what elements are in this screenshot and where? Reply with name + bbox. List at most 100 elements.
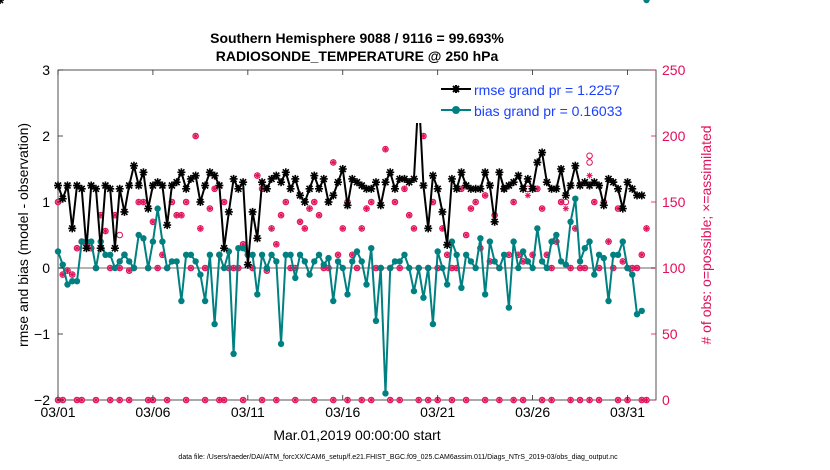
bias-point <box>268 251 275 258</box>
bias-point <box>557 258 565 265</box>
obs-assimilated-stroke <box>444 252 450 258</box>
rmse-point-stroke <box>495 168 503 176</box>
bias-point <box>472 264 479 272</box>
rmse-point-stroke <box>315 185 323 193</box>
rmse-point <box>91 184 100 193</box>
rmse-point-stroke <box>377 201 385 209</box>
rmse-point-stroke <box>244 261 252 269</box>
obs-assimilated-marker <box>415 397 422 403</box>
legend-box <box>410 77 655 123</box>
rmse-point-stroke <box>438 208 446 216</box>
obs-assimilated-marker <box>615 205 622 212</box>
obs-assimilated-marker <box>510 397 517 403</box>
bias-point <box>144 264 152 272</box>
obs-assimilated-stroke <box>482 397 488 403</box>
rmse-point <box>229 174 238 183</box>
rmse-point-stroke <box>78 185 86 193</box>
rmse-point <box>585 181 594 190</box>
rmse-point <box>101 181 110 190</box>
obs-assimilated-marker <box>515 251 522 258</box>
obs-assimilated-stroke <box>212 186 218 192</box>
obs-assimilated-stroke <box>283 199 289 205</box>
rmse-point <box>120 207 129 216</box>
bias-point <box>121 251 128 258</box>
obs-assimilated-marker <box>638 397 645 403</box>
rmse-point-stroke <box>590 178 598 186</box>
rmse-point-stroke <box>215 181 223 190</box>
bias-point <box>458 284 465 291</box>
rmse-point-stroke <box>462 181 470 190</box>
obs-assimilated-marker <box>78 397 85 403</box>
legend-rmse-label: rmse grand pr = 1.2257 <box>474 82 620 98</box>
rmse-point <box>286 184 295 193</box>
rmse-point-stroke <box>481 168 489 176</box>
rmse-point-stroke <box>367 185 375 193</box>
obs-assimilated-stroke <box>202 397 208 403</box>
rmse-point <box>571 161 580 170</box>
rmse-point-stroke <box>192 172 200 180</box>
rmse-point <box>186 174 195 183</box>
bias-point <box>168 258 176 265</box>
rmse-point <box>300 198 309 206</box>
rmse-point <box>68 224 77 233</box>
obs-assimilated-marker <box>638 251 645 258</box>
y-right-tick-label: 100 <box>662 260 686 276</box>
rmse-series <box>0 0 646 269</box>
obs-assimilated-marker <box>615 397 622 403</box>
bias-point <box>543 264 551 272</box>
y-left-tick-label: 1 <box>42 194 50 210</box>
obs-assimilated-marker <box>472 199 479 205</box>
obs-assimilated-marker <box>311 199 318 205</box>
obs-assimilated-stroke <box>316 212 322 218</box>
rmse-point <box>134 181 143 190</box>
obs-assimilated-stroke <box>302 225 308 231</box>
obs-assimilated-stroke <box>511 199 517 205</box>
rmse-point-stroke <box>405 178 413 186</box>
rmse-point-stroke <box>486 181 494 190</box>
rmse-point <box>125 181 134 190</box>
y-left-tick-label: 0 <box>42 260 50 276</box>
bias-point <box>562 261 570 268</box>
rmse-point <box>172 178 181 187</box>
rmse-point-stroke <box>196 198 204 206</box>
obs-assimilated-marker <box>339 225 346 232</box>
rmse-point-stroke <box>239 178 247 186</box>
obs-assimilated-marker <box>221 199 228 205</box>
obs-assimilated-marker <box>126 397 133 403</box>
bias-point <box>59 261 66 268</box>
obs-assimilated-stroke <box>473 199 479 205</box>
obs-assimilated-stroke <box>197 225 203 231</box>
obs-assimilated-marker <box>596 397 603 403</box>
y-axis-right-label: # of obs: o=possible; ×=assimilated <box>698 125 714 344</box>
rmse-point <box>457 168 466 177</box>
rmse-point <box>542 178 551 187</box>
rmse-point <box>110 244 119 253</box>
obs-assimilated-marker <box>539 205 546 212</box>
bias-point <box>154 205 161 212</box>
x-tick-label: 03/26 <box>515 404 550 420</box>
rmse-point <box>329 191 338 200</box>
rmse-point <box>504 181 513 190</box>
bias-point <box>424 264 432 272</box>
obs-assimilated-marker <box>482 192 489 199</box>
bias-point <box>211 320 218 328</box>
rmse-point <box>315 184 324 193</box>
rmse-point-stroke <box>453 185 461 193</box>
legend-rmse-marker <box>452 85 460 93</box>
obs-assimilated-marker <box>116 397 123 403</box>
rmse-point-stroke <box>92 185 100 193</box>
obs-assimilated-stroke <box>577 265 583 271</box>
rmse-point <box>533 158 542 167</box>
rmse-point-stroke <box>135 181 143 190</box>
y-left-tick-label: −2 <box>34 392 50 408</box>
rmse-point-stroke <box>87 181 95 190</box>
obs-assimilated-marker <box>581 265 588 271</box>
bias-point <box>116 258 123 265</box>
obs-assimilated-marker <box>154 265 161 271</box>
bias-point <box>292 274 299 282</box>
rmse-point <box>462 181 471 190</box>
rmse-point-stroke <box>543 178 551 186</box>
bias-point <box>595 251 603 258</box>
rmse-point-stroke <box>514 172 522 180</box>
bias-point <box>216 251 223 258</box>
